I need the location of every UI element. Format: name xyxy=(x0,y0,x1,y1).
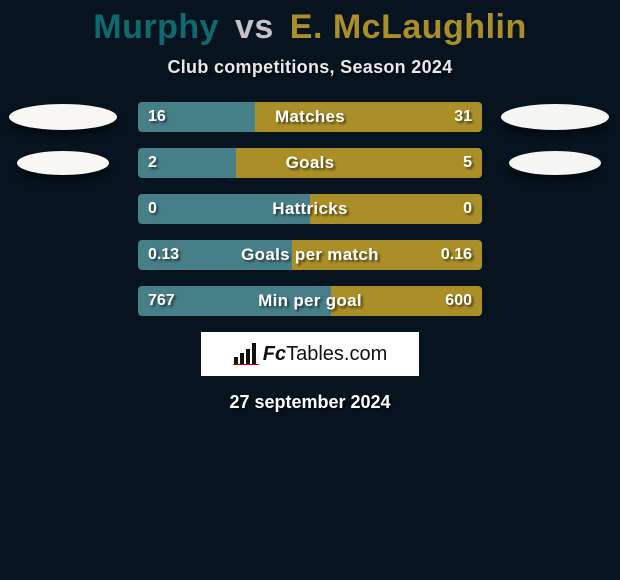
badge-ellipse-icon xyxy=(509,151,601,175)
logo-fc: Fc xyxy=(263,343,286,365)
stat-label: Matches xyxy=(138,102,482,132)
stat-bar: Goals2 5 xyxy=(138,148,482,178)
stat-value-right: 5 xyxy=(463,148,472,178)
stat-bar: Min per goal767 600 xyxy=(138,286,482,316)
stat-value-right: 0.16 xyxy=(441,240,472,270)
stat-label: Goals xyxy=(138,148,482,178)
subtitle: Club competitions, Season 2024 xyxy=(0,57,620,78)
stat-label: Hattricks xyxy=(138,194,482,224)
stat-bar: Goals per match0.13 0.16 xyxy=(138,240,482,270)
stat-value-right: 0 xyxy=(463,194,472,224)
stats-list: Matches16 31 Goals2 5 Hattricks0 0 Goals per m… xyxy=(0,102,620,316)
stat-row: Matches16 31 xyxy=(0,102,620,132)
stat-value-right: 600 xyxy=(445,286,472,316)
team-badge-right xyxy=(496,148,614,178)
badge-ellipse-icon xyxy=(9,104,117,130)
logo-text: FcTables.com xyxy=(263,343,388,366)
stat-row: Min per goal767 600 xyxy=(0,286,620,316)
stat-bar: Matches16 31 xyxy=(138,102,482,132)
team-badge-left xyxy=(4,148,122,178)
date-text: 27 september 2024 xyxy=(0,392,620,413)
stat-row: Goals per match0.13 0.16 xyxy=(0,240,620,270)
player1-name: Murphy xyxy=(93,8,219,46)
player2-name: E. McLaughlin xyxy=(290,8,527,46)
logo-rest: Tables.com xyxy=(286,343,387,365)
stat-value-left: 2 xyxy=(148,148,157,178)
stat-label: Goals per match xyxy=(138,240,482,270)
team-badge-right xyxy=(496,102,614,132)
stat-bar: Hattricks0 0 xyxy=(138,194,482,224)
stat-value-left: 0.13 xyxy=(148,240,179,270)
stat-row: Goals2 5 xyxy=(0,148,620,178)
stat-label: Min per goal xyxy=(138,286,482,316)
badge-ellipse-icon xyxy=(501,104,609,130)
vs-text: vs xyxy=(235,8,274,46)
badge-ellipse-icon xyxy=(17,151,109,175)
team-badge-left xyxy=(4,102,122,132)
stat-value-left: 0 xyxy=(148,194,157,224)
source-logo: FcTables.com xyxy=(201,332,419,376)
comparison-card: Murphy vs E. McLaughlin Club competition… xyxy=(0,0,620,580)
logo-inner: FcTables.com xyxy=(233,343,388,366)
stat-row: Hattricks0 0 xyxy=(0,194,620,224)
bar-chart-icon xyxy=(233,343,259,365)
stat-value-left: 16 xyxy=(148,102,166,132)
page-title: Murphy vs E. McLaughlin xyxy=(0,0,620,47)
stat-value-right: 31 xyxy=(454,102,472,132)
stat-value-left: 767 xyxy=(148,286,175,316)
